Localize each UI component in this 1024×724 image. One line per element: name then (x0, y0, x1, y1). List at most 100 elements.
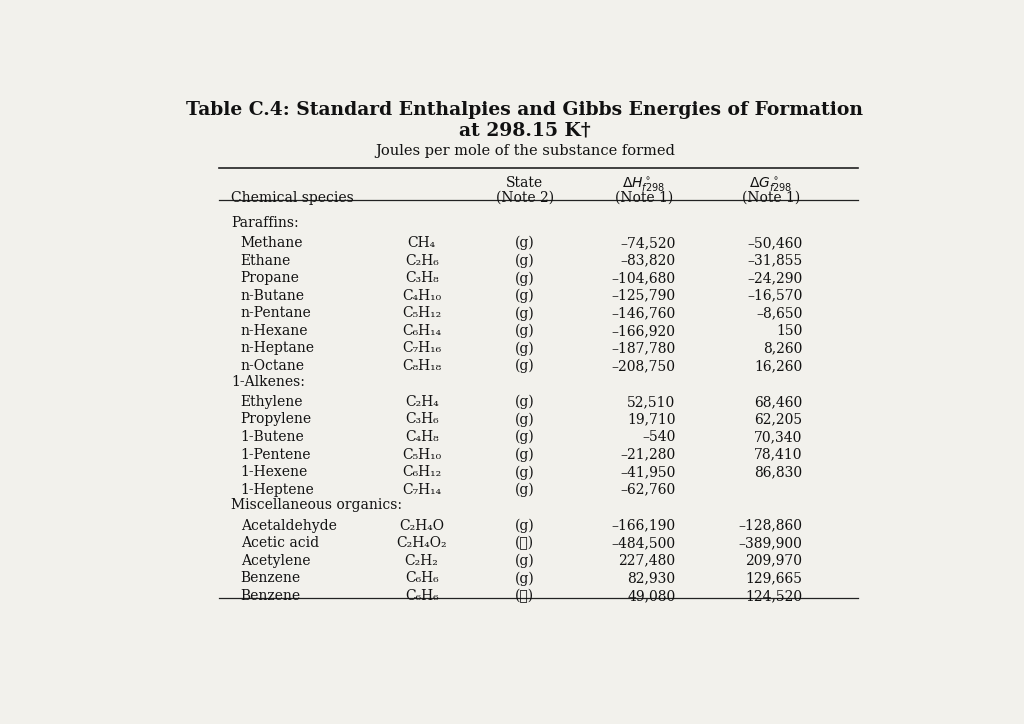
Text: 227,480: 227,480 (618, 554, 676, 568)
Text: 150: 150 (776, 324, 803, 338)
Text: 70,340: 70,340 (755, 430, 803, 444)
Text: –8,650: –8,650 (756, 306, 803, 320)
Text: 209,970: 209,970 (745, 554, 803, 568)
Text: (Note 1): (Note 1) (614, 191, 673, 205)
Text: –41,950: –41,950 (621, 465, 676, 479)
Text: (g): (g) (515, 395, 535, 409)
Text: n-Heptane: n-Heptane (241, 342, 314, 355)
Text: (g): (g) (515, 342, 535, 355)
Text: Propylene: Propylene (241, 413, 312, 426)
Text: (g): (g) (515, 289, 535, 303)
Text: (g): (g) (515, 571, 535, 586)
Text: (g): (g) (515, 306, 535, 321)
Text: Table C.4: Standard Enthalpies and Gibbs Energies of Formation: Table C.4: Standard Enthalpies and Gibbs… (186, 101, 863, 119)
Text: 86,830: 86,830 (755, 465, 803, 479)
Text: –31,855: –31,855 (748, 253, 803, 268)
Text: 8,260: 8,260 (763, 342, 803, 355)
Text: 82,930: 82,930 (628, 571, 676, 585)
Text: C₆H₁₂: C₆H₁₂ (402, 465, 441, 479)
Text: C₂H₂: C₂H₂ (404, 554, 438, 568)
Text: 68,460: 68,460 (755, 395, 803, 409)
Text: C₇H₁₆: C₇H₁₆ (402, 342, 441, 355)
Text: C₅H₁₀: C₅H₁₀ (402, 447, 441, 462)
Text: Ethylene: Ethylene (241, 395, 303, 409)
Text: Chemical species: Chemical species (231, 191, 354, 205)
Text: Joules per mole of the substance formed: Joules per mole of the substance formed (375, 144, 675, 158)
Text: –24,290: –24,290 (748, 271, 803, 285)
Text: n-Hexane: n-Hexane (241, 324, 308, 338)
Text: n-Octane: n-Octane (241, 359, 305, 373)
Text: (g): (g) (515, 324, 535, 338)
Text: –74,520: –74,520 (621, 236, 676, 250)
Text: Methane: Methane (241, 236, 303, 250)
Text: (g): (g) (515, 447, 535, 462)
Text: (g): (g) (515, 554, 535, 568)
Text: 124,520: 124,520 (745, 589, 803, 603)
Text: C₃H₈: C₃H₈ (404, 271, 438, 285)
Text: Benzene: Benzene (241, 571, 301, 585)
Text: –16,570: –16,570 (748, 289, 803, 303)
Text: (g): (g) (515, 413, 535, 427)
Text: –187,780: –187,780 (611, 342, 676, 355)
Text: (g): (g) (515, 483, 535, 497)
Text: (g): (g) (515, 359, 535, 374)
Text: (g): (g) (515, 465, 535, 479)
Text: C₆H₆: C₆H₆ (404, 589, 438, 603)
Text: C₄H₁₀: C₄H₁₀ (402, 289, 441, 303)
Text: n-Pentane: n-Pentane (241, 306, 311, 320)
Text: C₂H₄: C₂H₄ (404, 395, 438, 409)
Text: Benzene: Benzene (241, 589, 301, 603)
Text: (g): (g) (515, 518, 535, 533)
Text: Miscellaneous organics:: Miscellaneous organics: (231, 498, 402, 513)
Text: CH₄: CH₄ (408, 236, 435, 250)
Text: 16,260: 16,260 (755, 359, 803, 373)
Text: –21,280: –21,280 (621, 447, 676, 462)
Text: –540: –540 (642, 430, 676, 444)
Text: C₄H₈: C₄H₈ (404, 430, 438, 444)
Text: 49,080: 49,080 (628, 589, 676, 603)
Text: State: State (506, 175, 544, 190)
Text: 62,205: 62,205 (755, 413, 803, 426)
Text: 129,665: 129,665 (745, 571, 803, 585)
Text: (ℓ): (ℓ) (515, 536, 535, 550)
Text: –389,900: –389,900 (738, 536, 803, 550)
Text: C₆H₁₄: C₆H₁₄ (402, 324, 441, 338)
Text: Acetaldehyde: Acetaldehyde (241, 518, 337, 533)
Text: –166,920: –166,920 (611, 324, 676, 338)
Text: –146,760: –146,760 (611, 306, 676, 320)
Text: –50,460: –50,460 (748, 236, 803, 250)
Text: (g): (g) (515, 271, 535, 285)
Text: (g): (g) (515, 236, 535, 251)
Text: C₇H₁₄: C₇H₁₄ (402, 483, 441, 497)
Text: 1-Alkenes:: 1-Alkenes: (231, 374, 305, 389)
Text: –128,860: –128,860 (738, 518, 803, 533)
Text: –62,760: –62,760 (621, 483, 676, 497)
Text: –484,500: –484,500 (611, 536, 676, 550)
Text: C₈H₁₈: C₈H₁₈ (402, 359, 441, 373)
Text: C₅H₁₂: C₅H₁₂ (402, 306, 441, 320)
Text: (g): (g) (515, 253, 535, 268)
Text: –125,790: –125,790 (611, 289, 676, 303)
Text: C₃H₆: C₃H₆ (404, 413, 438, 426)
Text: (Note 2): (Note 2) (496, 191, 554, 205)
Text: 1-Butene: 1-Butene (241, 430, 304, 444)
Text: 78,410: 78,410 (754, 447, 803, 462)
Text: –166,190: –166,190 (611, 518, 676, 533)
Text: Ethane: Ethane (241, 253, 291, 268)
Text: 1-Heptene: 1-Heptene (241, 483, 314, 497)
Text: (Note 1): (Note 1) (741, 191, 800, 205)
Text: C₂H₆: C₂H₆ (404, 253, 438, 268)
Text: C₂H₄O: C₂H₄O (399, 518, 444, 533)
Text: (ℓ): (ℓ) (515, 589, 535, 603)
Text: 52,510: 52,510 (628, 395, 676, 409)
Text: Paraffins:: Paraffins: (231, 216, 299, 230)
Text: at 298.15 K†: at 298.15 K† (459, 122, 591, 140)
Text: Propane: Propane (241, 271, 300, 285)
Text: 1-Hexene: 1-Hexene (241, 465, 308, 479)
Text: $\Delta G^\circ_{f298}$: $\Delta G^\circ_{f298}$ (750, 175, 793, 194)
Text: –208,750: –208,750 (611, 359, 676, 373)
Text: Acetic acid: Acetic acid (241, 536, 318, 550)
Text: –104,680: –104,680 (611, 271, 676, 285)
Text: 19,710: 19,710 (627, 413, 676, 426)
Text: C₂H₄O₂: C₂H₄O₂ (396, 536, 446, 550)
